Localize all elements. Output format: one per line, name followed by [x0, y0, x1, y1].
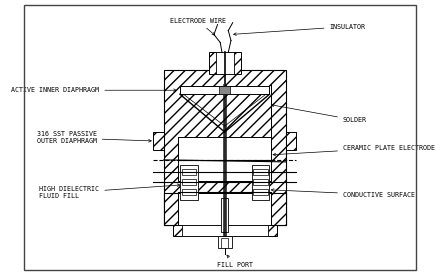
Bar	[164, 70, 285, 225]
Text: SOLDER: SOLDER	[271, 104, 367, 123]
Text: INSULATOR: INSULATOR	[234, 24, 365, 35]
Text: CERAMIC PLATE ELECTRODE: CERAMIC PLATE ELECTRODE	[273, 145, 435, 156]
Bar	[178, 84, 271, 137]
Bar	[216, 53, 234, 74]
Text: HIGH DIELECTRIC
FLUID FILL: HIGH DIELECTRIC FLUID FILL	[39, 184, 180, 199]
Bar	[153, 132, 164, 150]
Bar	[178, 84, 271, 181]
Bar	[182, 189, 196, 195]
Bar	[180, 86, 269, 94]
Bar	[221, 238, 228, 248]
Bar	[253, 179, 268, 185]
Bar	[182, 169, 196, 175]
Bar	[173, 225, 277, 236]
Bar	[182, 179, 196, 185]
Bar	[252, 165, 269, 200]
Bar	[164, 193, 285, 225]
Text: ACTIVE INNER DIAPHRAGM: ACTIVE INNER DIAPHRAGM	[11, 87, 176, 93]
Text: CONDUCTIVE SURFACE: CONDUCTIVE SURFACE	[271, 189, 415, 198]
Bar	[218, 236, 232, 248]
Bar	[253, 189, 268, 195]
Bar	[221, 198, 228, 232]
Text: ELECTRODE WIRE: ELECTRODE WIRE	[170, 18, 226, 35]
Bar	[180, 165, 198, 200]
Text: FILL PORT: FILL PORT	[218, 255, 253, 268]
Bar	[253, 169, 268, 175]
Bar	[209, 53, 241, 74]
Bar	[285, 132, 296, 150]
Bar	[182, 225, 268, 236]
Bar	[219, 86, 230, 94]
Text: 316 SST PASSIVE
OUTER DIAPHRAGM: 316 SST PASSIVE OUTER DIAPHRAGM	[37, 131, 151, 144]
Bar	[178, 193, 271, 225]
